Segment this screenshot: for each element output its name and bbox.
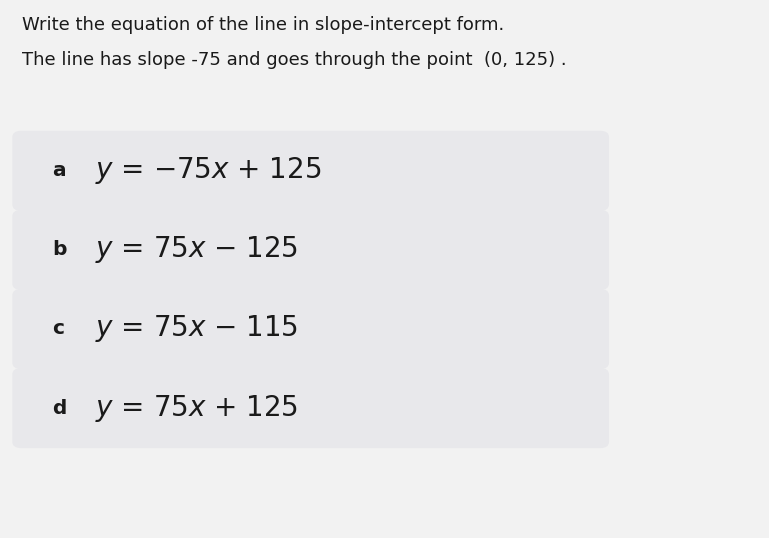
FancyBboxPatch shape <box>12 131 609 211</box>
Text: b: b <box>52 240 67 259</box>
Text: $y$ = 75$x$ − 125: $y$ = 75$x$ − 125 <box>95 235 298 265</box>
Text: d: d <box>52 399 67 417</box>
FancyBboxPatch shape <box>12 368 609 448</box>
Text: $y$ = 75$x$ − 115: $y$ = 75$x$ − 115 <box>95 314 298 344</box>
Text: a: a <box>52 161 66 180</box>
Text: Write the equation of the line in slope-intercept form.: Write the equation of the line in slope-… <box>22 16 504 34</box>
Text: The line has slope -75 and goes through the point  (0, 125) .: The line has slope -75 and goes through … <box>22 51 566 69</box>
FancyBboxPatch shape <box>12 289 609 369</box>
FancyBboxPatch shape <box>12 210 609 290</box>
Text: $y$ = 75$x$ + 125: $y$ = 75$x$ + 125 <box>95 393 298 423</box>
Text: c: c <box>52 320 65 338</box>
Text: $y$ = −75$x$ + 125: $y$ = −75$x$ + 125 <box>95 155 321 186</box>
